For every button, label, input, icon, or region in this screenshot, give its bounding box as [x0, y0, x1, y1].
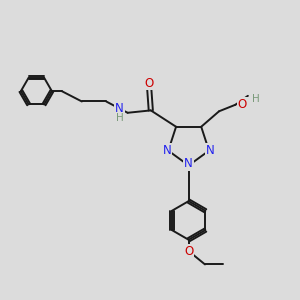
- Text: H: H: [116, 113, 124, 123]
- Text: N: N: [206, 144, 215, 157]
- Text: N: N: [162, 144, 171, 157]
- Text: N: N: [184, 157, 193, 169]
- Text: O: O: [145, 76, 154, 90]
- Text: H: H: [252, 94, 260, 104]
- Text: O: O: [184, 244, 193, 258]
- Text: N: N: [115, 102, 124, 116]
- Text: O: O: [238, 98, 247, 111]
